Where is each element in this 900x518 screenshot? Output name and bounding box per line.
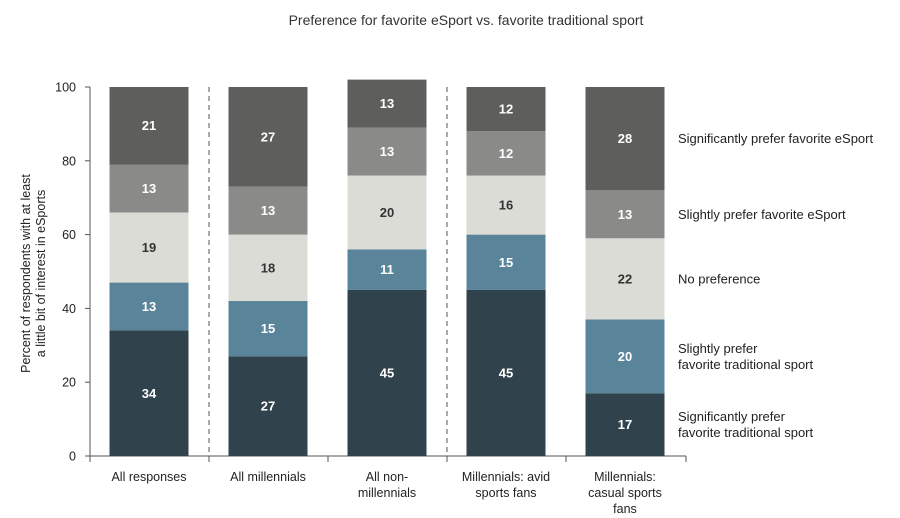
bar-value-label: 11 [380,262,394,277]
bar-segment [109,212,189,283]
bar-value-label: 21 [142,118,156,133]
y-tick-label: 80 [62,154,76,168]
bar-segment [347,79,427,128]
category-label: Millennials: casual sports fans [588,470,662,516]
bar-value-label: 34 [142,386,157,401]
bar-value-label: 19 [142,240,156,255]
bar-segment [585,393,665,456]
bar-value-label: 13 [380,96,394,111]
bar-value-label: 28 [618,131,632,146]
bar-segment [228,87,308,187]
legend-entry: Slightly prefer favorite traditional spor… [678,341,814,372]
bar-value-label: 45 [499,365,513,380]
bar-value-label: 27 [261,129,275,144]
bar-segment [109,164,189,213]
bar-value-label: 27 [261,399,275,414]
legend-entry: Significantly prefer favorite traditional… [678,409,814,440]
bar-value-label: 20 [380,205,394,220]
bar-value-label: 18 [261,260,275,275]
category-label: All responses [111,470,186,484]
y-axis-label-line: Percent of respondents with at least [19,174,33,373]
bar-value-label: 17 [618,417,632,432]
bar-segment [585,190,665,239]
category-label: All millennials [230,470,306,484]
category-label: Millennials: avid sports fans [462,470,550,500]
y-tick-label: 40 [62,302,76,316]
bar-segment [109,330,189,456]
bar-segment [109,87,189,165]
y-tick-label: 100 [55,81,76,95]
category-label: All non-millennials [358,470,416,500]
bar-value-label: 13 [618,207,632,222]
bar-series: 34 13 19 13 21 27 15 18 13 27 45 11 20 13 13 45 15 16 12 12… [109,79,665,456]
bar-value-label: 12 [499,146,513,161]
legend-entry: No preference [678,271,760,286]
bar-segment [466,234,546,290]
y-tick-label: 0 [69,450,76,464]
bar-segment [466,175,546,235]
bar-segment [585,319,665,394]
bar-value-label: 20 [618,349,632,364]
bar-value-label: 13 [142,181,156,196]
bar-value-label: 13 [261,203,275,218]
bar-segment [585,87,665,191]
bar-segment [347,249,427,290]
bar-segment [466,87,546,132]
bar-value-label: 15 [499,255,513,270]
bar-segment [228,234,308,302]
bar-segment [585,238,665,320]
legend: Significantly prefer favorite traditional… [678,131,873,440]
bar-value-label: 16 [499,198,513,213]
bar-value-label: 22 [618,271,632,286]
y-tick-label: 60 [62,228,76,242]
y-tick-label: 20 [62,376,76,390]
bar-segment [347,175,427,250]
legend-entry: Slightly prefer favorite eSport [678,207,846,222]
bar-segment [347,127,427,176]
bar-segment [109,282,189,331]
bar-value-label: 15 [261,321,275,336]
chart-axes: 0 20 40 60 80 100 Percent of respondents with … [19,81,687,516]
legend-entry: Significantly prefer favorite eSport [678,131,873,146]
bar-segment [228,301,308,357]
bar-segment [466,289,546,456]
bar-value-label: 13 [380,144,394,159]
y-axis-label-line: a little bit of interest in eSports [34,190,48,357]
bar-value-label: 13 [142,299,156,314]
bar-value-label: 12 [499,102,513,117]
chart-title: Preference for favorite eSport vs. favor… [289,12,644,28]
bar-segment [347,289,427,456]
bar-segment [228,186,308,235]
bar-segment [228,356,308,456]
bar-value-label: 45 [380,365,394,380]
bar-segment [466,131,546,176]
